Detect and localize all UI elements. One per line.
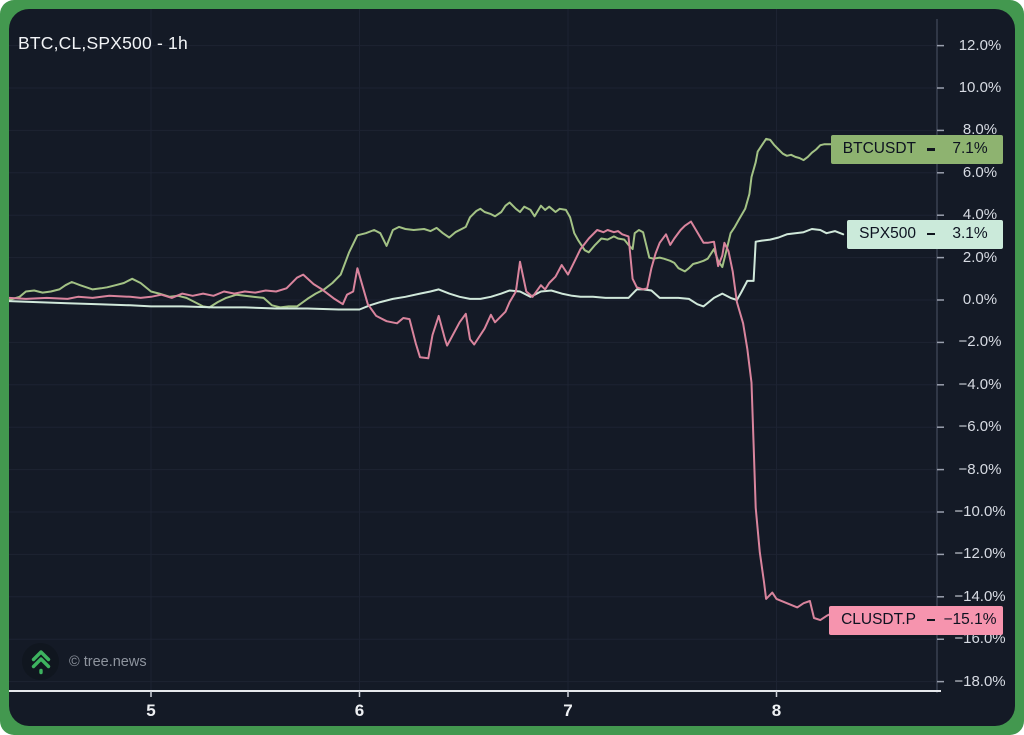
price-axis-label: 10.0%: [958, 79, 1002, 96]
series-name: BTCUSDT: [842, 140, 916, 158]
price-axis-label: −18.0%: [954, 672, 1006, 690]
price-tick-dash-icon: [927, 148, 935, 151]
series-line-spx500: [9, 228, 845, 311]
copyright-text: © tree.news: [69, 653, 147, 670]
price-axis-label: 0.0%: [962, 291, 998, 308]
price-axis-label: 12.0%: [958, 36, 1002, 54]
series-line-clusdt.p: [9, 220, 845, 622]
price-axis-label: −2.0%: [958, 333, 1002, 351]
price-axis-label: −14.0%: [954, 587, 1006, 605]
series-badge-spx500: SPX500 3.1%: [847, 219, 1003, 249]
series-line-btcusdt: [9, 137, 845, 309]
price-axis-label: 6.0%: [962, 163, 998, 181]
price-tick-dash-icon: [927, 618, 935, 622]
time-axis-label: 7: [563, 701, 573, 720]
price-axis-label: −6.0%: [958, 418, 1002, 436]
price-axis-label: 8.0%: [962, 121, 998, 139]
series-badge-clusdt: CLUSDT.P −15.1%: [829, 605, 1003, 635]
chart-canvas[interactable]: [9, 9, 1015, 726]
price-axis-label: −12.0%: [954, 545, 1006, 563]
series-last-value: −15.1%: [943, 611, 997, 629]
chart-panel: BTC,CL,SPX500 - 1h 12.0% 10.0% 8.0% 6.0% 4.0…: [9, 9, 1015, 726]
series-badge-btcusdt: BTCUSDT 7.1%: [830, 134, 1003, 164]
series-last-value: 3.1%: [952, 225, 988, 243]
series-name: CLUSDT.P: [841, 611, 916, 629]
time-axis-label: 8: [771, 701, 782, 720]
series-last-value: 7.1%: [952, 140, 988, 158]
price-axis-label: −4.0%: [958, 375, 1002, 393]
price-axis-label: −10.0%: [954, 503, 1006, 520]
tree-news-logo: [22, 643, 59, 680]
double-chevron-up-tree-icon: [31, 649, 50, 674]
price-axis-label: 2.0%: [962, 248, 998, 266]
series-name: SPX500: [859, 225, 916, 243]
time-axis-label: 5: [146, 701, 156, 720]
chart-title: BTC,CL,SPX500 - 1h: [18, 33, 188, 53]
watermark: © tree.news: [22, 643, 147, 680]
price-axis-label: −8.0%: [958, 460, 1002, 478]
price-tick-dash-icon: [927, 233, 935, 236]
price-axis-label: 4.0%: [962, 206, 998, 224]
time-axis-label: 6: [354, 701, 365, 720]
